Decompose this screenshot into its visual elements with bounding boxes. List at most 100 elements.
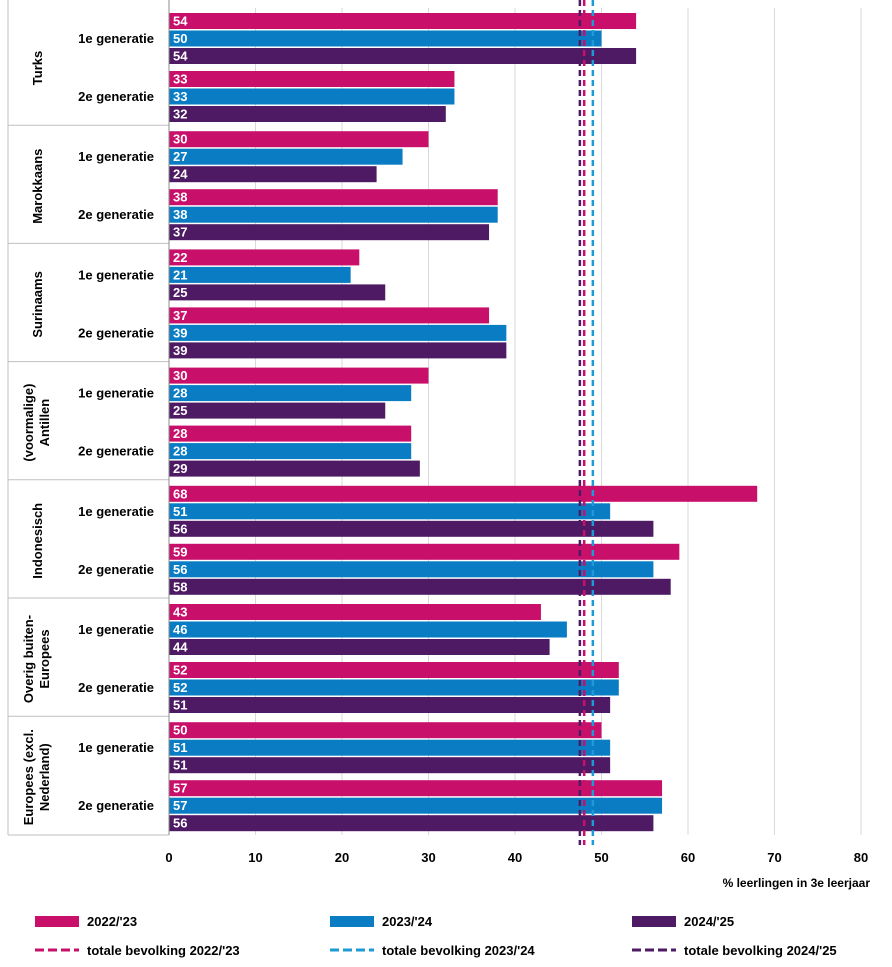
generation-label: 1e generatie <box>78 149 154 164</box>
bar <box>169 88 455 105</box>
bar-value-label: 50 <box>173 31 187 46</box>
bar <box>169 402 386 419</box>
category-labels: 1e generatie 2e generatie Turks 1e generati… <box>7 0 170 836</box>
bar <box>169 503 611 520</box>
bar <box>169 249 360 266</box>
bar <box>169 131 429 148</box>
generation-label: 1e generatie <box>78 31 154 46</box>
bar-value-label: 52 <box>173 680 187 695</box>
generation-label: 2e generatie <box>78 325 154 340</box>
bar-value-label: 57 <box>173 781 187 796</box>
group-label-line: Nederland) <box>37 743 52 811</box>
bar <box>169 739 611 756</box>
bar-value-label: 22 <box>173 250 187 265</box>
generation-label: 1e generatie <box>78 267 154 282</box>
bar <box>169 578 671 595</box>
bar <box>169 604 541 620</box>
bar <box>169 780 663 797</box>
bar <box>169 266 351 283</box>
group-label-line: Marokkaans <box>30 149 45 224</box>
bar-value-label: 25 <box>173 285 187 300</box>
reference-lines <box>578 0 595 845</box>
bar-value-label: 29 <box>173 461 187 476</box>
bar-value-label: 52 <box>173 663 187 678</box>
group-label-line: Europees (excl. <box>21 729 36 825</box>
bar <box>169 425 412 442</box>
bar-value-label: 54 <box>173 14 188 29</box>
bar-value-label: 57 <box>173 798 187 813</box>
bar <box>169 13 637 29</box>
group-label-line: Europees <box>37 629 52 688</box>
generation-label: 2e generatie <box>78 89 154 104</box>
bar <box>169 307 490 324</box>
bar-value-label: 59 <box>173 544 187 559</box>
bar <box>169 679 619 696</box>
generation-label: 2e generatie <box>78 207 154 222</box>
bar-value-label: 56 <box>173 816 187 831</box>
bars: 54 50 54 33 33 32 30 27 24 38 38 37 22 21 25 37 39 39 30 28… <box>169 13 758 832</box>
bar <box>169 324 507 341</box>
x-tick-label: 70 <box>767 850 781 865</box>
group-label: Marokkaans <box>30 149 45 224</box>
legend-swatch <box>330 916 374 927</box>
x-tick-label: 30 <box>421 850 435 865</box>
legend-label: 2024/'25 <box>684 914 734 929</box>
bar <box>169 443 412 460</box>
generation-label: 1e generatie <box>78 504 154 519</box>
bar <box>169 621 567 638</box>
bar-value-label: 32 <box>173 107 187 122</box>
x-axis-title: % leerlingen in 3e leerjaar <box>723 876 871 890</box>
bar-value-label: 50 <box>173 723 187 738</box>
bar <box>169 206 498 223</box>
x-tick-label: 40 <box>508 850 522 865</box>
group-label: Overig buiten-Europees <box>21 615 52 703</box>
bar-value-label: 24 <box>173 167 188 182</box>
bar <box>169 342 507 359</box>
bar-value-label: 39 <box>173 325 187 340</box>
bar-value-label: 51 <box>173 504 187 519</box>
bar-value-label: 33 <box>173 89 187 104</box>
bar <box>169 224 490 241</box>
generation-label: 2e generatie <box>78 562 154 577</box>
bar-value-label: 21 <box>173 267 187 282</box>
bar-value-label: 51 <box>173 698 187 713</box>
generation-label: 2e generatie <box>78 444 154 459</box>
x-tick-label: 10 <box>248 850 262 865</box>
bar-value-label: 38 <box>173 207 187 222</box>
bar <box>169 520 654 537</box>
bar-value-label: 56 <box>173 562 187 577</box>
bar-value-label: 51 <box>173 740 187 755</box>
bar <box>169 385 412 402</box>
bar <box>169 561 654 578</box>
legend-label: totale bevolking 2024/'25 <box>684 943 837 958</box>
bar <box>169 71 455 87</box>
bar-value-label: 56 <box>173 521 187 536</box>
group-label-line: Indonesisch <box>30 503 45 579</box>
bar <box>169 485 758 502</box>
group-label: Indonesisch <box>30 503 45 579</box>
x-tick-label: 20 <box>335 850 349 865</box>
bar-value-label: 44 <box>173 640 188 655</box>
x-tick-label: 0 <box>165 850 172 865</box>
bar-value-label: 43 <box>173 605 187 620</box>
bar-value-label: 38 <box>173 190 187 205</box>
bar <box>169 543 680 560</box>
bar <box>169 148 403 165</box>
group-label: (voormalige)Antillen <box>21 384 52 462</box>
bar-value-label: 25 <box>173 403 187 418</box>
bar-value-label: 33 <box>173 72 187 87</box>
generation-label: 2e generatie <box>78 798 154 813</box>
bar <box>169 757 611 774</box>
bar-value-label: 30 <box>173 132 187 147</box>
bar <box>169 189 498 206</box>
bar-value-label: 37 <box>173 308 187 323</box>
bar <box>169 460 420 477</box>
bar <box>169 106 446 122</box>
x-tick-label: 60 <box>681 850 695 865</box>
group-label-line: Overig buiten- <box>21 615 36 703</box>
bar <box>169 284 386 301</box>
bar-value-label: 39 <box>173 343 187 358</box>
bar <box>169 722 602 739</box>
group-label: Europees (excl.Nederland) <box>21 729 52 825</box>
